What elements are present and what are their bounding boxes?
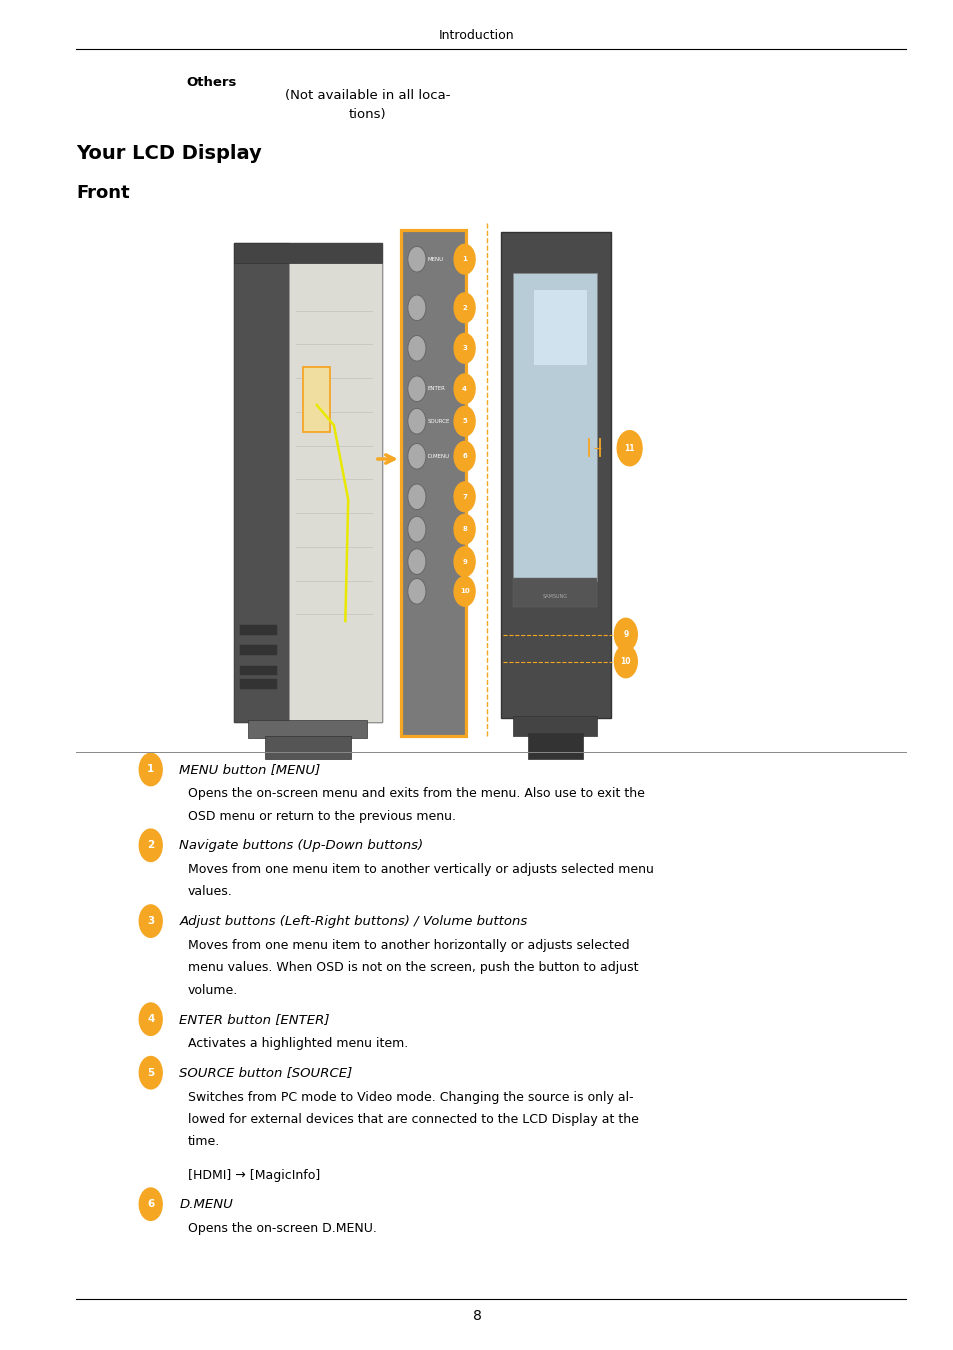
Text: 9: 9 (461, 559, 467, 564)
FancyBboxPatch shape (534, 290, 586, 364)
FancyBboxPatch shape (400, 230, 465, 736)
Circle shape (454, 514, 475, 544)
Text: Moves from one menu item to another horizontally or adjusts selected: Moves from one menu item to another hori… (188, 940, 629, 952)
Text: Others: Others (186, 76, 236, 89)
Text: 2: 2 (147, 840, 154, 850)
Text: 4: 4 (461, 386, 467, 391)
Circle shape (408, 294, 426, 321)
Text: volume.: volume. (188, 984, 238, 996)
Text: SAMSUNG: SAMSUNG (542, 594, 567, 599)
Text: 5: 5 (147, 1068, 154, 1077)
Circle shape (408, 517, 426, 543)
Text: 10: 10 (459, 589, 469, 594)
Text: time.: time. (188, 1135, 220, 1148)
Circle shape (408, 578, 426, 605)
FancyBboxPatch shape (240, 666, 276, 675)
Circle shape (454, 441, 475, 471)
FancyBboxPatch shape (240, 645, 276, 655)
Text: D.MENU: D.MENU (179, 1197, 233, 1211)
Text: 1: 1 (461, 256, 467, 262)
Circle shape (614, 645, 637, 678)
Text: Opens the on-screen D.MENU.: Opens the on-screen D.MENU. (188, 1222, 376, 1235)
Text: ENTER: ENTER (427, 386, 445, 391)
Circle shape (454, 576, 475, 606)
Text: 1: 1 (147, 764, 154, 775)
Circle shape (139, 904, 162, 937)
Text: D.MENU: D.MENU (427, 454, 449, 459)
Circle shape (454, 333, 475, 363)
Text: 3: 3 (461, 346, 467, 351)
FancyBboxPatch shape (289, 243, 381, 722)
FancyBboxPatch shape (513, 273, 597, 580)
Text: SOURCE: SOURCE (427, 418, 449, 424)
Circle shape (139, 1003, 162, 1035)
Text: 8: 8 (461, 526, 467, 532)
Text: Front: Front (76, 184, 130, 201)
Text: SOURCE button [SOURCE]: SOURCE button [SOURCE] (179, 1066, 353, 1079)
Text: Navigate buttons (Up-Down buttons): Navigate buttons (Up-Down buttons) (179, 838, 423, 852)
Circle shape (408, 377, 426, 402)
Circle shape (139, 829, 162, 861)
Text: 6: 6 (147, 1199, 154, 1210)
Circle shape (408, 483, 426, 510)
Text: MENU: MENU (427, 256, 443, 262)
Text: Adjust buttons (Left-Right buttons) / Volume buttons: Adjust buttons (Left-Right buttons) / Vo… (179, 914, 527, 927)
Circle shape (139, 1057, 162, 1089)
FancyBboxPatch shape (248, 720, 367, 738)
Text: 9: 9 (622, 630, 628, 639)
Circle shape (408, 443, 426, 470)
Text: 5: 5 (462, 418, 466, 424)
Circle shape (454, 374, 475, 404)
FancyBboxPatch shape (513, 578, 597, 608)
FancyBboxPatch shape (513, 716, 597, 736)
Text: 8: 8 (472, 1310, 481, 1323)
Circle shape (454, 293, 475, 323)
Text: 3: 3 (147, 917, 154, 926)
Text: Moves from one menu item to another vertically or adjusts selected menu: Moves from one menu item to another vert… (188, 863, 653, 876)
Text: (Not available in all loca-
tions): (Not available in all loca- tions) (284, 89, 450, 122)
Circle shape (408, 335, 426, 362)
Text: values.: values. (188, 886, 233, 899)
Text: 6: 6 (462, 454, 466, 459)
FancyBboxPatch shape (500, 232, 610, 718)
Circle shape (408, 548, 426, 575)
FancyBboxPatch shape (265, 736, 351, 759)
Circle shape (617, 431, 641, 466)
FancyBboxPatch shape (240, 625, 276, 634)
Text: Introduction: Introduction (438, 28, 515, 42)
Circle shape (408, 408, 426, 435)
Text: Opens the on-screen menu and exits from the menu. Also use to exit the: Opens the on-screen menu and exits from … (188, 787, 644, 801)
Text: lowed for external devices that are connected to the LCD Display at the: lowed for external devices that are conn… (188, 1112, 639, 1126)
Circle shape (408, 246, 426, 271)
Text: 7: 7 (461, 494, 467, 499)
FancyBboxPatch shape (240, 679, 276, 688)
Text: Activates a highlighted menu item.: Activates a highlighted menu item. (188, 1037, 408, 1050)
Circle shape (139, 1188, 162, 1220)
Text: 4: 4 (147, 1014, 154, 1025)
FancyBboxPatch shape (527, 733, 582, 759)
Circle shape (454, 244, 475, 274)
Text: OSD menu or return to the previous menu.: OSD menu or return to the previous menu. (188, 810, 456, 822)
FancyBboxPatch shape (303, 367, 330, 432)
Text: [HDMI] → [MagicInfo]: [HDMI] → [MagicInfo] (188, 1169, 320, 1181)
Text: 10: 10 (619, 657, 631, 666)
Circle shape (139, 753, 162, 786)
Circle shape (454, 406, 475, 436)
Circle shape (454, 547, 475, 576)
FancyBboxPatch shape (233, 243, 381, 722)
Circle shape (614, 618, 637, 651)
Text: MENU button [MENU]: MENU button [MENU] (179, 763, 320, 776)
FancyBboxPatch shape (233, 243, 381, 263)
FancyBboxPatch shape (233, 243, 289, 722)
Text: 2: 2 (462, 305, 466, 310)
Text: Switches from PC mode to Video mode. Changing the source is only al-: Switches from PC mode to Video mode. Cha… (188, 1091, 633, 1103)
Text: ENTER button [ENTER]: ENTER button [ENTER] (179, 1012, 330, 1026)
Text: 11: 11 (623, 444, 635, 452)
Text: Your LCD Display: Your LCD Display (76, 144, 262, 163)
Text: menu values. When OSD is not on the screen, push the button to adjust: menu values. When OSD is not on the scre… (188, 961, 638, 975)
Circle shape (454, 482, 475, 512)
